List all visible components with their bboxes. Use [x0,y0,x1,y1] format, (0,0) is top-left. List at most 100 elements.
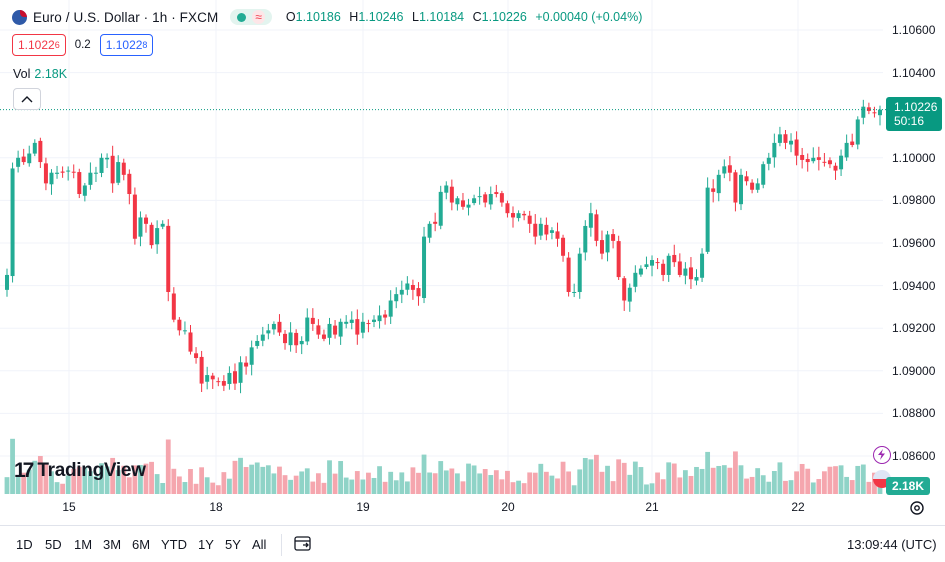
candle-down [383,314,388,318]
price-axis-label: 1.09600 [892,236,936,250]
tradingview-logo[interactable]: 17 TradingView [14,459,146,483]
volume-bar [37,456,43,494]
candle-down [672,254,677,263]
candle-down [561,237,566,256]
volume-bar [605,465,610,494]
toolbar-divider [281,534,282,556]
candle-up [516,213,521,219]
candle-down [511,213,516,218]
candle-down [533,223,538,237]
candle-up [588,213,593,228]
candle-up [10,168,15,277]
price-axis-label: 1.09800 [892,193,936,208]
symbol-title[interactable]: Euro / U.S. Dollar · 1h · FXCM [33,9,219,25]
utc-clock[interactable]: 13:09:44 (UTC) [847,537,937,552]
volume-bar [794,471,799,494]
volume-bar [165,439,171,494]
volume-bar [660,479,666,494]
candle-down [744,176,749,182]
volume-bar [677,477,683,494]
volume-bar [4,477,10,494]
candle-up [455,198,460,205]
candle-up [227,372,232,384]
market-status-pill[interactable]: ≈ [230,9,272,25]
candle-up [477,196,482,198]
candle-up [488,194,493,205]
candle-down [199,356,204,384]
candle-up [138,217,143,237]
volume-bar [582,457,588,494]
candle-down [622,278,627,301]
tradingview-logo-mark-icon: 17 [14,459,34,482]
candle-up [650,260,655,266]
volume-bar [649,483,655,494]
volume-bar [293,475,299,494]
candle-up [583,225,588,253]
volume-bar [254,462,260,494]
candle-down [866,107,871,111]
price-axis-label: 1.10600 [892,23,936,37]
volume-bar [443,470,449,494]
ohlc-close: 1.10226 [481,10,527,24]
candle-up [761,164,766,185]
volume-bar [249,464,255,494]
candle-down [294,332,299,346]
candle-down [677,261,682,275]
range-button-ytd[interactable]: YTD [161,537,187,552]
range-button-6m[interactable]: 6M [132,537,151,552]
range-button-5d[interactable]: 5D [45,537,62,552]
candle-up [683,268,688,276]
volume-bar [527,472,533,494]
volume-bar [505,470,510,494]
candle-down [149,224,154,246]
candle-down [60,171,65,173]
volume-bar [805,468,811,494]
range-button-5y[interactable]: 5Y [225,537,241,552]
range-button-1y[interactable]: 1Y [198,537,214,552]
range-button-1m[interactable]: 1M [74,537,93,552]
volume-bar [510,482,516,494]
volume-bar [655,472,660,494]
candle-down [210,375,215,380]
volume-bar [827,466,833,494]
volume-bar [566,471,572,494]
collapse-legend-button[interactable] [13,88,41,110]
volume-bar [571,485,577,494]
sell-button[interactable]: 1.1022 6 [12,34,66,56]
candle-up [633,272,638,287]
price-axis-label: 1.09000 [892,363,936,378]
candle-up [260,334,265,341]
volume-bar [499,479,505,494]
range-button-all[interactable]: All [252,537,267,552]
range-button-3m[interactable]: 3M [103,537,122,552]
range-button-1d[interactable]: 1D [16,537,33,552]
chart-settings-icon[interactable] [909,500,925,516]
tradingview-logo-text: TradingView [37,460,146,481]
volume-bar [149,461,154,494]
buy-button[interactable]: 1.1022 8 [99,34,154,56]
alert-bolt-icon[interactable] [873,446,891,464]
volume-bar [32,460,38,494]
go-to-date-icon[interactable] [292,534,314,554]
candle-up [855,119,860,145]
candle-up [605,234,610,253]
volume-bar [15,475,21,494]
volume-legend[interactable]: Vol 2.18K [13,67,68,81]
volume-bar [616,459,622,494]
candle-down [43,163,48,184]
volume-bar [516,480,521,494]
candle-up [572,291,577,293]
volume-bar [360,479,366,494]
volume-bar [349,479,355,494]
candle-up [249,347,254,365]
candle-up [666,255,671,275]
time-axis-label: 22 [791,500,805,514]
candle-down [711,188,716,192]
volume-bar [238,457,243,494]
candle-down [499,193,504,203]
candle-up [861,106,866,118]
volume-bar [788,480,794,494]
candle-up [878,109,882,116]
volume-bar [26,469,32,494]
